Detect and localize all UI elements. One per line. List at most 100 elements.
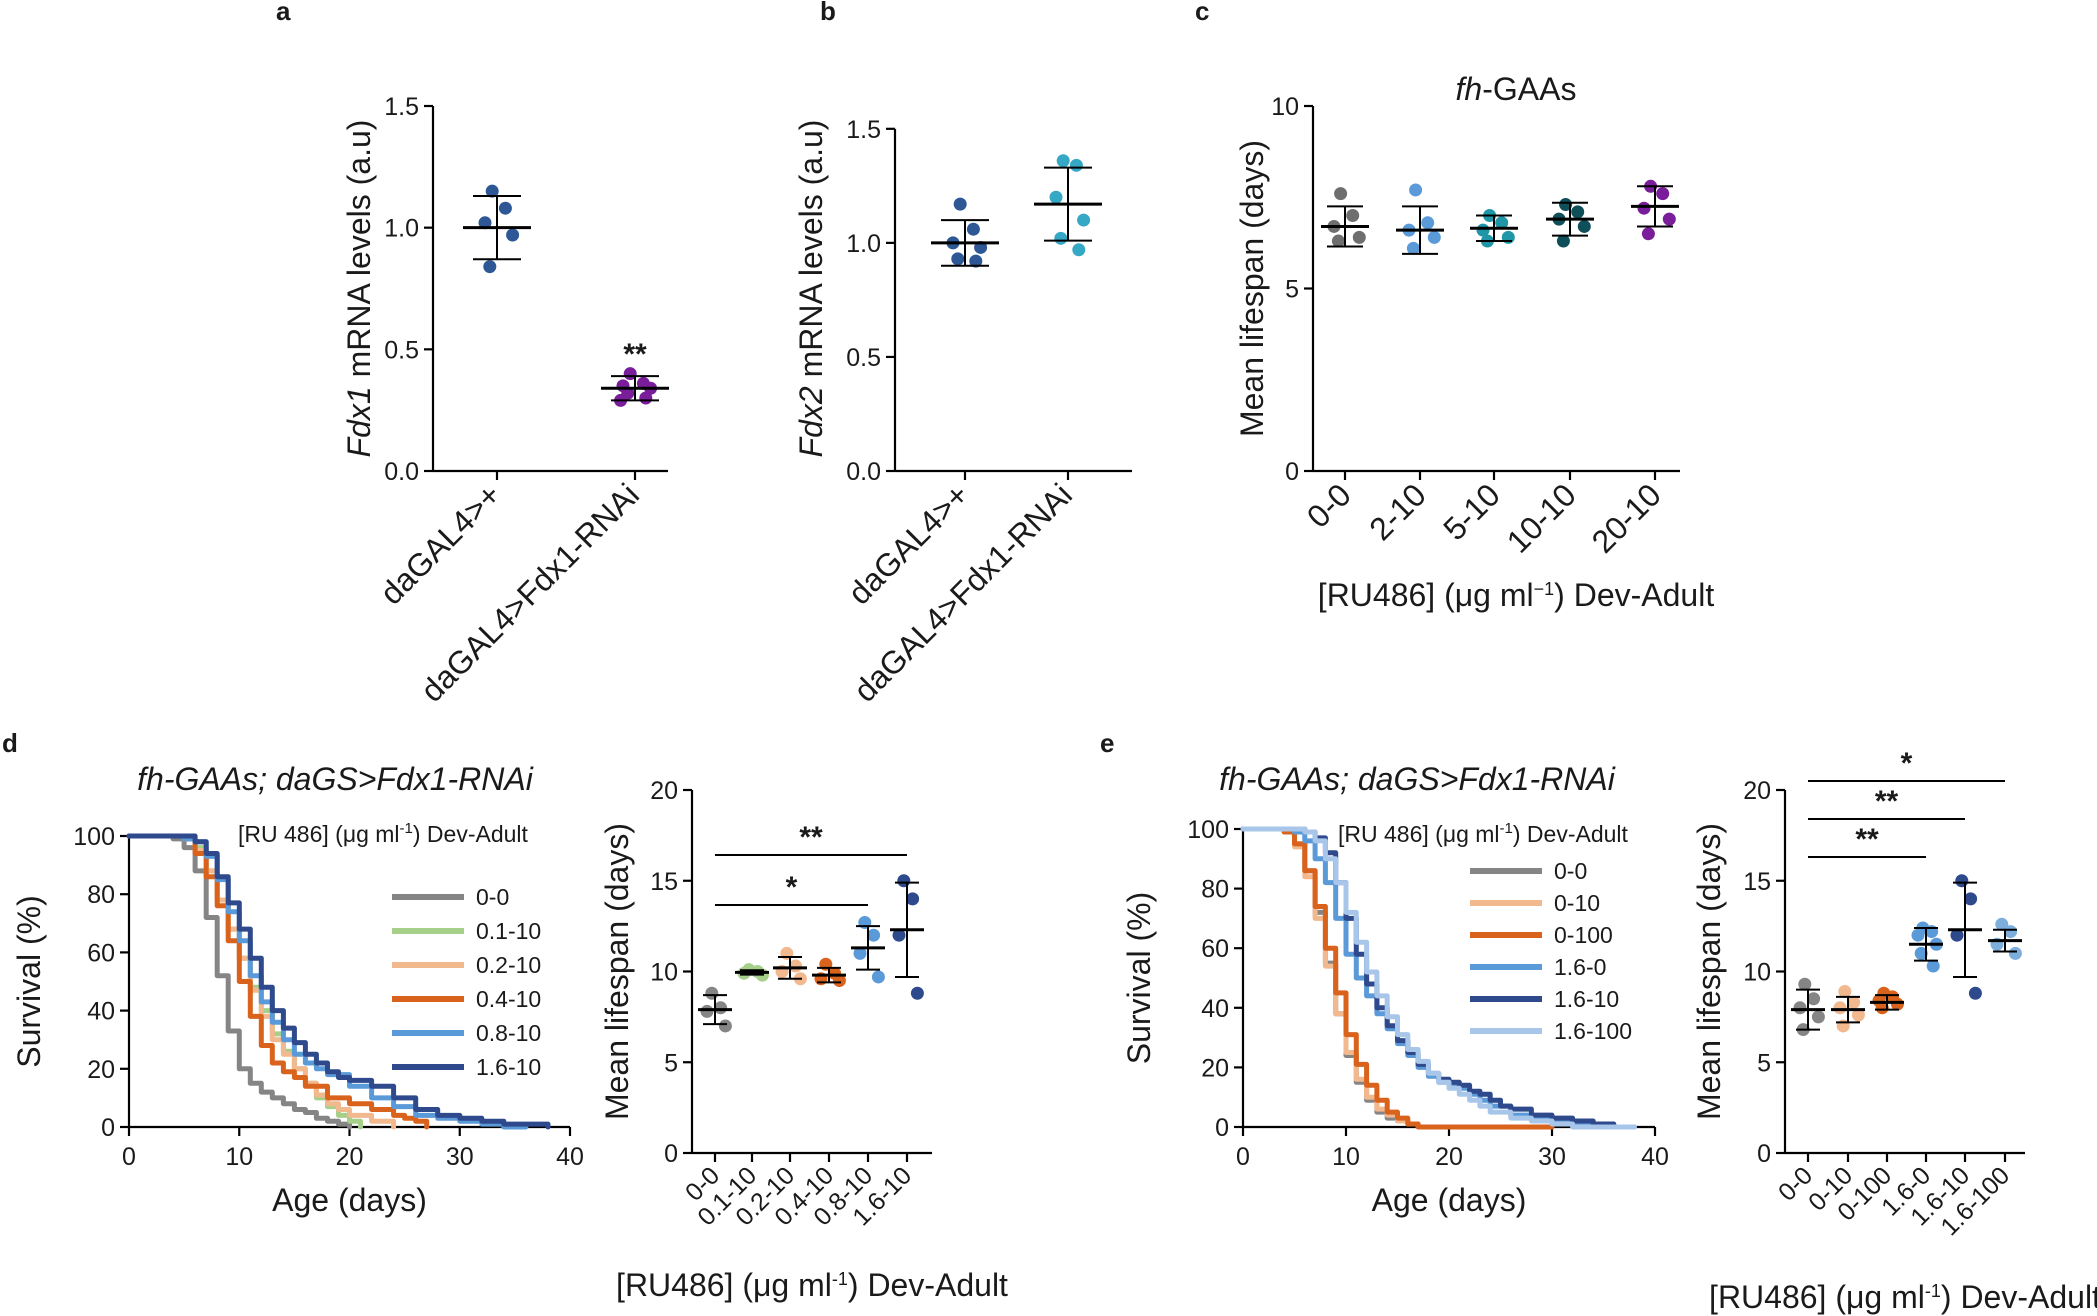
y-tick-label: 1.5 bbox=[846, 116, 881, 144]
legend-title-post: ) Dev-Adult bbox=[1513, 821, 1629, 847]
data-point bbox=[906, 892, 920, 906]
y-tick-label: 20 bbox=[650, 777, 678, 805]
legend-title-pre: [RU 486] (μg ml bbox=[1338, 821, 1500, 847]
x-axis-label-post: ) Dev-Adult bbox=[848, 1267, 1008, 1303]
y-axis-label-italic: Fdx1 bbox=[341, 386, 377, 457]
y-tick-label: 0.0 bbox=[384, 458, 419, 486]
survival-line-0-100 bbox=[1240, 826, 1555, 1130]
data-point bbox=[1911, 928, 1925, 942]
y-tick-label: 20 bbox=[1201, 1054, 1229, 1082]
y-tick-label: 1.0 bbox=[846, 230, 881, 258]
legend-label: 0-0 bbox=[476, 884, 509, 910]
data-point bbox=[1995, 917, 2009, 931]
data-point bbox=[1656, 187, 1670, 201]
data-point bbox=[1851, 1008, 1865, 1022]
data-point bbox=[832, 974, 846, 988]
data-point bbox=[1054, 231, 1068, 245]
data-point bbox=[1427, 230, 1441, 244]
data-point bbox=[1641, 227, 1655, 241]
panel-letter-d: d bbox=[2, 728, 18, 758]
y-axis-label: Mean lifespan (days) bbox=[599, 823, 635, 1120]
legend-label: 0-10 bbox=[1554, 890, 1600, 916]
x-axis-label-pre: [RU486] (μg ml bbox=[1709, 1279, 1925, 1315]
y-axis-label: Mean lifespan (days) bbox=[1691, 823, 1727, 1120]
data-point bbox=[714, 1001, 728, 1015]
y-tick-label: 80 bbox=[1201, 876, 1229, 904]
data-point bbox=[853, 946, 867, 960]
x-axis-label: Age (days) bbox=[1372, 1182, 1527, 1218]
category-label: 20-10 bbox=[1585, 476, 1668, 559]
y-tick-label: 10 bbox=[650, 959, 678, 987]
data-point bbox=[910, 986, 924, 1000]
data-point bbox=[705, 986, 719, 1000]
x-axis-label-pre: [RU486] (μg ml bbox=[616, 1267, 832, 1303]
data-point bbox=[1833, 1001, 1847, 1015]
data-point bbox=[498, 201, 512, 215]
legend-title-sup: -1 bbox=[400, 820, 413, 837]
chart-title: fh-GAAs; daGS>Fdx1-RNAi bbox=[1219, 761, 1616, 797]
data-point bbox=[1049, 190, 1063, 204]
legend-label: 0.1-10 bbox=[476, 918, 541, 944]
chart-title-italic: fh bbox=[1456, 71, 1483, 107]
category-label: daGAL4>+ bbox=[373, 476, 508, 611]
panel-d-survival-curves: 0 20 40 60 80 100 0 10 20 30 40 Age (days) Survival … bbox=[11, 761, 584, 1218]
data-point bbox=[1077, 213, 1091, 227]
data-point bbox=[1914, 946, 1928, 960]
legend-label: 0-0 bbox=[1554, 858, 1587, 884]
data-point bbox=[1811, 1010, 1825, 1024]
y-axis-label-rest: mRNA levels (a.u) bbox=[341, 120, 377, 387]
data-point bbox=[485, 184, 499, 198]
y-axis-label: Survival (%) bbox=[11, 895, 47, 1067]
x-axis-label-post: ) Dev-Adult bbox=[1554, 577, 1714, 613]
data-point bbox=[2008, 946, 2022, 960]
data-point bbox=[1056, 154, 1070, 168]
data-point bbox=[1662, 212, 1676, 226]
data-point bbox=[1421, 216, 1435, 230]
category-label: 2-10 bbox=[1362, 476, 1433, 547]
y-tick-label: 0.5 bbox=[384, 336, 419, 364]
legend-title-sup: -1 bbox=[1500, 820, 1513, 837]
chart-title: fh-GAAs; daGS>Fdx1-RNAi bbox=[137, 761, 534, 797]
panel-e-survival-curves: 0 20 40 60 80 100 0 10 20 30 40 Age (days) Survival … bbox=[1121, 761, 1669, 1218]
y-tick-label: 60 bbox=[1201, 935, 1229, 963]
x-axis-label-pre: [RU486] (μg ml bbox=[1318, 577, 1534, 613]
panel-letter-e: e bbox=[1100, 728, 1114, 758]
y-tick-label: 0 bbox=[1757, 1140, 1771, 1168]
legend-label: 0-100 bbox=[1554, 922, 1613, 948]
survival-line-1.6-100 bbox=[1240, 826, 1637, 1130]
data-point bbox=[892, 928, 906, 942]
legend-label: 0.8-10 bbox=[476, 1020, 541, 1046]
x-axis-label-sup: -1 bbox=[832, 1269, 848, 1289]
data-point bbox=[1950, 928, 1964, 942]
y-tick-label: 1.0 bbox=[384, 215, 419, 243]
data-point bbox=[1072, 243, 1086, 257]
legend-title: [RU 486] (μg ml-1) Dev-Adult bbox=[1338, 820, 1629, 847]
y-tick-label: 20 bbox=[87, 1056, 115, 1084]
data-point bbox=[1926, 959, 1940, 973]
y-tick-label: 15 bbox=[650, 868, 678, 896]
category-label: 5-10 bbox=[1436, 476, 1507, 547]
data-point bbox=[1556, 234, 1570, 248]
y-axis-label: Mean lifespan (days) bbox=[1234, 140, 1270, 437]
data-point bbox=[1637, 201, 1651, 215]
y-tick-label: 1.5 bbox=[384, 93, 419, 121]
y-tick-label: 5 bbox=[664, 1049, 678, 1077]
legend-label: 0.2-10 bbox=[476, 952, 541, 978]
legend-label: 1.6-100 bbox=[1554, 1018, 1632, 1044]
y-axis-label-rest: mRNA levels (a.u) bbox=[793, 120, 829, 387]
x-tick-label: 10 bbox=[225, 1143, 253, 1171]
data-point bbox=[1559, 198, 1573, 212]
x-tick-label: 10 bbox=[1332, 1143, 1360, 1171]
data-point bbox=[1964, 892, 1978, 906]
legend-title-post: ) Dev-Adult bbox=[413, 821, 529, 847]
y-tick-label: 0.0 bbox=[846, 458, 881, 486]
x-tick-label: 0 bbox=[122, 1143, 136, 1171]
legend-title-pre: [RU 486] (μg ml bbox=[238, 821, 400, 847]
legend-label: 1.6-10 bbox=[1554, 986, 1619, 1012]
data-point bbox=[700, 1004, 714, 1018]
y-tick-label: 15 bbox=[1743, 868, 1771, 896]
x-tick-label: 40 bbox=[1641, 1143, 1669, 1171]
